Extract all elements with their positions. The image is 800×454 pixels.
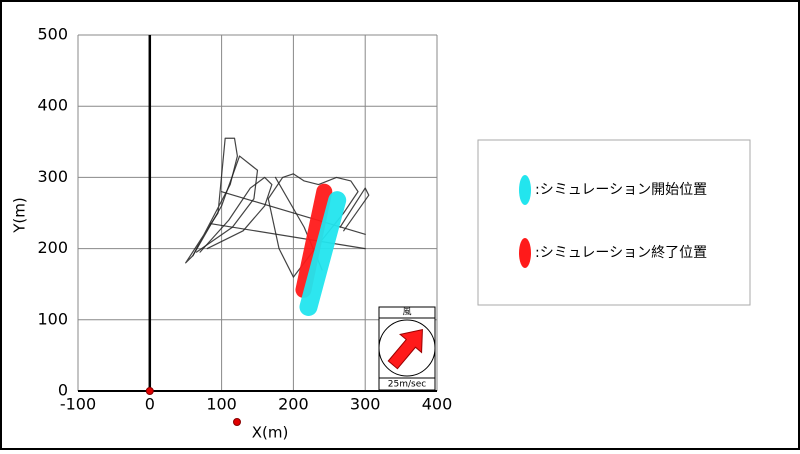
y-tick-label: 0 [58, 381, 68, 400]
trajectory [221, 191, 366, 235]
y-tick-label: 300 [37, 167, 68, 186]
y-tick-label: 100 [37, 309, 68, 328]
wind-title: 風 [402, 307, 411, 318]
y-axis-title: Y(m) [11, 197, 29, 233]
x-tick-label: 400 [422, 395, 453, 414]
origin-dot [145, 387, 154, 395]
legend-box [477, 139, 751, 306]
wind-arrow [387, 328, 423, 370]
trajectory [339, 187, 370, 232]
x-axis-dot [233, 418, 241, 426]
legend-marker [519, 175, 531, 205]
x-tick-label: 300 [350, 395, 381, 414]
legend: :シミュレーション開始位置 :シミュレーション終了位置 [519, 175, 707, 268]
y-tick-label: 400 [37, 96, 68, 115]
legend-marker [519, 238, 531, 268]
legend-label: :シミュレーション開始位置 [535, 182, 707, 198]
x-axis-title: X(m) [252, 424, 289, 442]
y-tick-label: 200 [37, 238, 68, 257]
trajectory [267, 173, 359, 278]
x-tick-label: 200 [278, 395, 309, 414]
trajectory [210, 223, 366, 250]
y-tick-label: 500 [37, 25, 68, 44]
x-tick-label: -100 [60, 395, 96, 414]
x-tick-label: 100 [206, 395, 237, 414]
wind-box: 風 25m/sec [378, 306, 436, 391]
position-band [299, 191, 347, 316]
trajectory [199, 176, 273, 253]
wind-speed: 25m/sec [388, 380, 426, 390]
legend-label: :シミュレーション終了位置 [535, 245, 707, 261]
position-band [295, 183, 333, 298]
x-tick-label: 0 [145, 395, 155, 414]
